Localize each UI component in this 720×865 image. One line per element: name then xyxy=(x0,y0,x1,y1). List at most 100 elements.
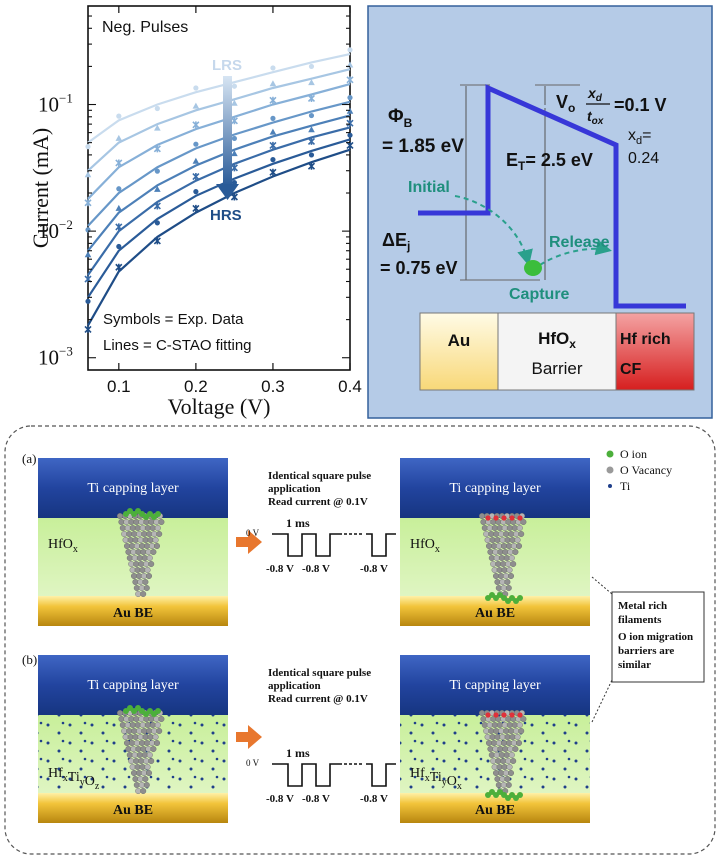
vo-value: =0.1 V xyxy=(614,95,667,115)
data-point xyxy=(116,186,122,192)
x-tick-label: 0.4 xyxy=(338,377,362,396)
pulse-waveform xyxy=(366,763,396,787)
conduction-band-line xyxy=(418,84,686,309)
device-stack: Ti capping layer Au BE HfxTiyOz xyxy=(38,655,228,823)
data-point xyxy=(192,102,200,109)
data-point xyxy=(269,168,277,176)
orange-arrow-a xyxy=(236,530,262,554)
oxide-label: HfxTiyOz xyxy=(48,766,100,792)
x-axis-label: Voltage (V) xyxy=(168,394,271,419)
legend-label: Ti xyxy=(620,479,631,493)
o-ion-marker xyxy=(501,712,507,718)
callout-line: similar xyxy=(618,659,651,671)
xd-label: xd= xyxy=(628,127,651,147)
data-point xyxy=(116,113,122,119)
pulse-desc-line: Identical square pulse xyxy=(268,470,371,482)
data-point xyxy=(231,83,238,89)
data-point xyxy=(346,119,354,127)
data-point xyxy=(230,164,238,172)
series-line xyxy=(87,53,351,144)
pulse-voltage-label: -0.8 V xyxy=(302,563,330,575)
oxygen-ions xyxy=(485,592,523,604)
x-tick-label: 0.1 xyxy=(107,377,131,396)
x-tick-label: 0.3 xyxy=(261,377,285,396)
pulse-voltage-label: -0.8 V xyxy=(360,793,388,805)
cell-hfox-sublabel: Barrier xyxy=(531,359,582,378)
band-diagram: ΦB = 1.85 eV Vo xd tox =0.1 V xd= 0.24 E… xyxy=(367,5,713,419)
y-axis-label: Current (mA) xyxy=(28,128,53,248)
series-line xyxy=(87,68,351,172)
callout-line: barriers are xyxy=(618,645,674,657)
data-point xyxy=(346,76,354,84)
data-point xyxy=(84,199,92,207)
o-ion-marker xyxy=(485,712,491,718)
data-point xyxy=(193,189,199,195)
au-be-label: Au BE xyxy=(113,803,153,818)
pulse-width-label: 1 ms xyxy=(286,746,310,760)
data-point xyxy=(192,172,200,181)
chart-ticks: 0.1 0.2 0.3 0.4 10−1 10−2 10−3 xyxy=(38,6,362,396)
data-point xyxy=(347,47,353,53)
data-point xyxy=(231,179,238,186)
series-line xyxy=(87,114,351,252)
ti-capping-label: Ti capping layer xyxy=(87,678,179,693)
data-point xyxy=(308,79,315,86)
ti-capping-label: Ti capping layer xyxy=(449,678,541,693)
data-point xyxy=(269,128,277,135)
data-point xyxy=(193,141,199,147)
frac-top: xd xyxy=(587,85,603,104)
ti-capping-layer xyxy=(38,458,228,518)
oxygen-ions xyxy=(123,508,161,520)
pulse-voltage-label: -0.8 V xyxy=(302,793,330,805)
x-tick-label: 0.2 xyxy=(184,377,208,396)
data-point xyxy=(115,159,123,167)
data-point xyxy=(269,80,277,87)
cell-hfox-label: HfOx xyxy=(538,329,576,351)
data-point xyxy=(153,202,161,210)
data-point xyxy=(270,65,276,71)
data-point xyxy=(153,145,161,153)
pulse-desc-line: application xyxy=(268,483,321,495)
initial-path xyxy=(454,195,533,266)
device-stack: Ti capping layer Au BE HfOx xyxy=(38,458,228,626)
release-path xyxy=(539,239,612,266)
cell-hf-rich-label: Hf rich xyxy=(620,331,671,348)
cell-hf-rich xyxy=(615,312,695,391)
pulse-voltage-label: -0.8 V xyxy=(266,563,294,575)
series-line xyxy=(87,148,351,326)
lrs-hrs-arrow-shaft xyxy=(223,76,232,186)
cell-hfox xyxy=(497,312,617,391)
cell-cf-label: CF xyxy=(620,361,642,378)
device-stack: Ti capping layer Au BE HfxTiyOx xyxy=(400,655,590,823)
data-point xyxy=(154,124,161,131)
o-ion-marker xyxy=(485,515,491,521)
o-ion-marker xyxy=(517,515,523,521)
data-point xyxy=(270,115,276,121)
data-point xyxy=(154,220,160,226)
pulse-voltage-label: -0.8 V xyxy=(360,563,388,575)
pulse-desc-line: Identical square pulse xyxy=(268,667,371,679)
series-line xyxy=(87,83,351,200)
y-tick-label: 10−1 xyxy=(38,91,73,117)
o-ion-marker xyxy=(517,712,523,718)
chart-title: Neg. Pulses xyxy=(102,19,188,36)
o-ion-marker xyxy=(509,712,515,718)
data-point xyxy=(115,134,123,141)
data-point xyxy=(84,251,92,258)
o-ion-marker xyxy=(509,515,515,521)
o-ion-marker xyxy=(493,712,499,718)
arrow-label-lrs: LRS xyxy=(212,57,242,74)
arrow-label-hrs: HRS xyxy=(210,207,242,224)
pulse-desc-line: Read current @ 0.1V xyxy=(268,496,368,508)
pulse-waveform xyxy=(272,533,342,557)
au-bottom-electrode xyxy=(38,793,228,823)
ti-capping-layer xyxy=(400,458,590,518)
zero-volt-label: 0 V xyxy=(246,528,260,538)
data-point xyxy=(308,63,315,70)
data-point xyxy=(347,132,353,138)
pulse-train: 0 V 1 ms -0.8 V -0.8 V -0.8 V xyxy=(246,746,396,805)
lrs-hrs-arrow-head xyxy=(216,184,239,200)
pulse-train-group: 0 V 1 ms -0.8 V -0.8 V -0.8 V 0 V 1 ms -0.8 V -0… xyxy=(246,516,396,805)
